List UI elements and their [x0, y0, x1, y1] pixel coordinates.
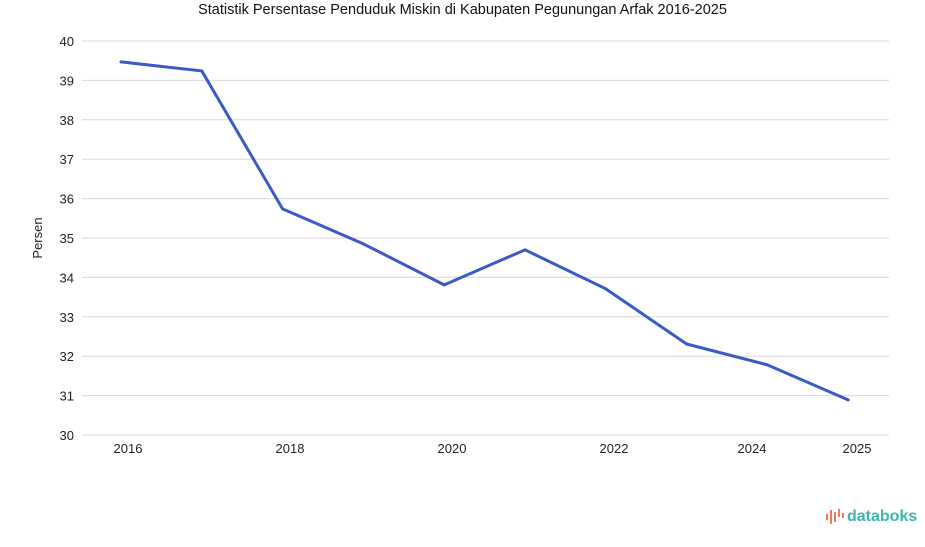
x-tick-label: 2024: [738, 441, 767, 456]
data-point: [200, 69, 204, 73]
chart-title: Statistik Persentase Penduduk Miskin di …: [198, 2, 727, 18]
y-tick-label: 34: [60, 270, 74, 285]
data-point: [685, 342, 689, 346]
y-tick-label: 31: [60, 389, 74, 404]
databoks-logo-icon: [826, 509, 844, 524]
data-point: [604, 287, 608, 291]
y-tick-label: 30: [60, 428, 74, 443]
x-tick-label: 2020: [438, 441, 467, 456]
y-tick-label: 36: [60, 192, 74, 207]
data-point: [846, 398, 850, 402]
databoks-logo-text: databoks: [847, 508, 918, 525]
y-tick-label: 39: [60, 73, 74, 88]
data-point: [523, 248, 527, 252]
y-tick-label: 33: [60, 310, 74, 325]
data-point: [281, 207, 285, 211]
data-point: [361, 242, 365, 246]
y-tick-label: 37: [60, 152, 74, 167]
databoks-logo: databoks: [825, 508, 917, 526]
y-tick-label: 32: [60, 349, 74, 364]
series-line: [120, 60, 849, 402]
x-tick-label: 2016: [114, 441, 143, 456]
x-tick-label: 2025: [843, 441, 872, 456]
data-point: [765, 363, 769, 367]
x-tick-label: 2022: [600, 441, 629, 456]
y-axis-label: Persen: [30, 217, 45, 258]
data-point: [119, 60, 123, 64]
data-point: [442, 283, 446, 287]
y-tick-label: 38: [60, 113, 74, 128]
y-tick-label: 35: [60, 231, 74, 246]
y-tick-label: 40: [60, 34, 74, 49]
x-tick-label: 2018: [276, 441, 305, 456]
